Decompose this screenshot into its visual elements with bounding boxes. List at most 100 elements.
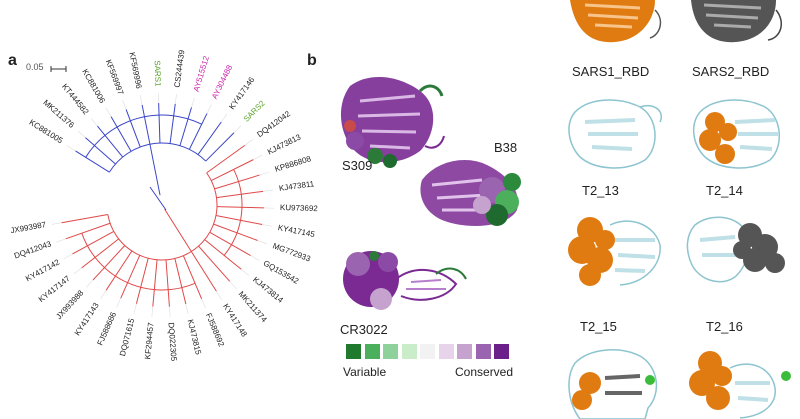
s309-protein-structure bbox=[340, 76, 445, 168]
bottom-left-rbd-structure bbox=[568, 349, 658, 419]
legend-swatch bbox=[457, 344, 472, 359]
tree-branch bbox=[152, 259, 158, 307]
tree-branch bbox=[141, 104, 151, 145]
tree-branch bbox=[174, 258, 187, 305]
tree-branch bbox=[182, 255, 203, 300]
tree-guide-line bbox=[169, 306, 171, 317]
legend-swatch bbox=[346, 344, 361, 359]
tree-guide-line bbox=[63, 253, 73, 260]
tree-branch bbox=[205, 132, 235, 162]
tree-guide-line bbox=[100, 290, 107, 299]
phylogenetic-tree bbox=[51, 93, 274, 317]
b38-protein-structure bbox=[420, 160, 521, 226]
tree-branch bbox=[105, 250, 133, 291]
legend-swatch bbox=[420, 344, 435, 359]
tree-guide-line bbox=[253, 154, 263, 160]
tree-branch bbox=[92, 245, 126, 281]
tree-guide-line bbox=[241, 269, 250, 276]
tree-branch bbox=[165, 259, 170, 307]
tree-arc bbox=[108, 142, 207, 173]
tree-guide-line bbox=[90, 118, 98, 127]
tree-branch bbox=[190, 251, 217, 292]
tree-branch bbox=[135, 258, 149, 304]
legend-conserved-label: Conserved bbox=[455, 365, 514, 379]
tree-branch bbox=[110, 116, 132, 152]
s309-label: S309 bbox=[342, 158, 373, 173]
tree-branch bbox=[75, 150, 110, 173]
legend-swatch bbox=[494, 344, 509, 359]
tree-guide-line bbox=[191, 97, 195, 108]
sars1-rbd-structure bbox=[570, 0, 662, 43]
scale-bar-label: 0.05 bbox=[26, 62, 44, 72]
tree-guide-line bbox=[257, 240, 268, 245]
tree-guide-line bbox=[250, 255, 260, 261]
tree-branch bbox=[158, 103, 161, 144]
t2-15-structure bbox=[568, 217, 661, 286]
tree-branch bbox=[169, 103, 176, 144]
legend-swatch bbox=[438, 344, 454, 359]
tree-branch bbox=[209, 231, 251, 256]
tree-guide-line bbox=[85, 279, 94, 288]
cr3022-label: CR3022 bbox=[340, 322, 388, 337]
tree-guide-line bbox=[51, 222, 62, 225]
legend-swatch bbox=[383, 344, 398, 359]
tree-guide-line bbox=[233, 125, 242, 133]
panel-b-letter: b bbox=[307, 52, 317, 69]
tree-guide-line bbox=[221, 113, 228, 123]
b38-label: B38 bbox=[494, 140, 518, 155]
tree-branch bbox=[206, 144, 246, 174]
t2-14-label: T2_14 bbox=[706, 183, 743, 198]
tree-arc bbox=[85, 114, 202, 158]
t2-14-structure bbox=[693, 99, 781, 169]
tree-guide-line bbox=[259, 171, 270, 176]
tree-branch bbox=[125, 109, 141, 148]
t2-15-label: T2_15 bbox=[580, 319, 617, 334]
t2-13-structure bbox=[568, 99, 662, 169]
tree-branch bbox=[214, 174, 260, 190]
sars1-rbd-label: SARS1_RBD bbox=[572, 64, 650, 79]
sars2-rbd-structure bbox=[691, 0, 783, 43]
tree-branch bbox=[61, 214, 108, 224]
tree-guide-line bbox=[216, 291, 222, 300]
tree-guide-line bbox=[66, 145, 76, 152]
tree-arc bbox=[81, 233, 196, 291]
panel-a-letter: a bbox=[8, 52, 17, 69]
legend-swatch bbox=[364, 344, 380, 359]
tree-guide-line bbox=[229, 281, 237, 289]
tree-guide-line bbox=[185, 304, 189, 314]
tree-leaf-label: KU973692 bbox=[279, 203, 318, 214]
tree-guide-line bbox=[174, 93, 177, 104]
bottom-right-rbd-structure bbox=[689, 351, 791, 419]
tree-branch bbox=[216, 206, 264, 209]
tree-branch bbox=[81, 238, 120, 269]
tree-branch bbox=[65, 222, 111, 240]
tree-arc bbox=[223, 169, 243, 256]
scale-bar bbox=[50, 66, 67, 72]
tree-guide-line bbox=[77, 130, 86, 138]
tree-branch bbox=[149, 144, 161, 196]
tree-arc bbox=[107, 172, 218, 261]
tree-guide-line bbox=[201, 298, 206, 309]
tree-guide-line bbox=[73, 267, 82, 275]
tree-branch bbox=[215, 215, 263, 225]
tree-branch bbox=[198, 245, 231, 282]
tree-branch bbox=[85, 137, 116, 165]
tree-branch bbox=[120, 255, 141, 299]
tree-guide-line bbox=[262, 224, 272, 227]
t2-16-structure bbox=[686, 216, 785, 283]
tree-branch bbox=[216, 190, 264, 199]
t2-13-label: T2_13 bbox=[582, 183, 619, 198]
tree-guide-line bbox=[116, 298, 121, 308]
tree-guide-line bbox=[105, 107, 112, 117]
tree-branch bbox=[188, 113, 208, 150]
sars2-rbd-label: SARS2_RBD bbox=[692, 64, 770, 79]
tree-branch bbox=[197, 121, 222, 155]
tree-branch bbox=[72, 230, 114, 255]
tree-branch bbox=[204, 239, 242, 270]
tree-branch bbox=[97, 125, 124, 158]
legend-variable-label: Variable bbox=[343, 365, 387, 379]
tree-branch bbox=[179, 107, 192, 146]
tree-guide-line bbox=[133, 303, 137, 314]
cr3022-protein-structure bbox=[343, 251, 467, 310]
tree-guide-line bbox=[139, 95, 143, 106]
